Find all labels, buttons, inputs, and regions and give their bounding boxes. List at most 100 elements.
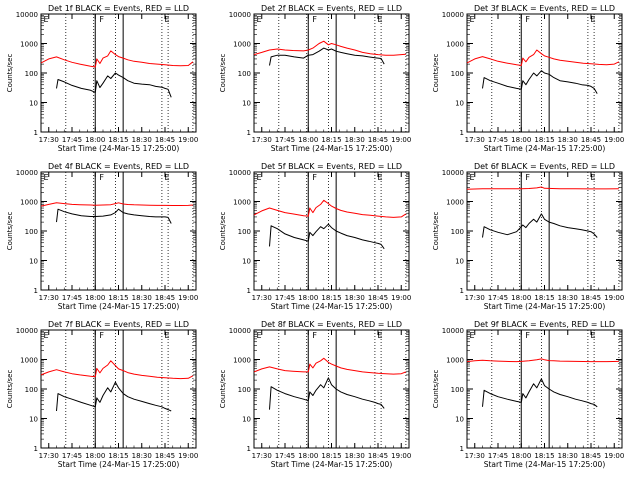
x-tick-label: 17:45 [62,136,82,144]
panel-title: Det 4f BLACK = Events, RED = LLD [48,162,189,171]
y-axis-label: Counts/sec [6,370,14,409]
x-tick-label: 17:30 [252,136,272,144]
y-tick-label: 1000 [20,41,38,49]
x-tick-label: 18:15 [108,136,128,144]
x-tick-label: 18:00 [85,294,105,302]
y-tick-label: 10 [242,258,251,266]
marker-label: F [99,173,104,182]
series-line-events [482,70,598,94]
x-tick-label: 17:45 [62,452,82,460]
y-tick-label: 100 [25,386,38,394]
x-tick-label: 18:15 [321,294,341,302]
x-tick-label: 18:15 [321,136,341,144]
x-tick-label: 17:45 [275,136,295,144]
series-line-events [482,213,598,238]
y-tick-label: 1 [34,287,38,295]
x-tick-label: 17:30 [39,294,59,302]
series-line-events [269,223,385,250]
plot-frame [253,171,410,291]
y-tick-label: 1 [247,445,251,453]
x-axis-label: Start Time (24-Mar-15 17:25:00) [484,460,606,469]
y-tick-label: 10000 [442,169,464,177]
y-tick-label: 10000 [229,327,251,335]
x-tick-label: 18:45 [155,136,175,144]
y-tick-label: 10 [455,416,464,424]
y-tick-label: 100 [25,70,38,78]
series-line-events [56,381,172,412]
x-axis-label: Start Time (24-Mar-15 17:25:00) [484,302,606,311]
x-tick-label: 18:00 [511,452,531,460]
y-tick-label: 1000 [233,357,251,365]
series-line-events [482,378,598,408]
x-tick-label: 18:00 [511,294,531,302]
y-tick-label: 10000 [16,11,38,19]
x-tick-label: 19:00 [391,452,411,460]
y-tick-label: 10 [29,258,38,266]
y-tick-label: 1 [247,287,251,295]
x-tick-label: 19:00 [178,452,198,460]
marker-label: E [164,331,169,340]
y-tick-label: 10 [29,100,38,108]
marker-label: F [525,331,530,340]
y-tick-label: 10 [455,100,464,108]
x-tick-label: 18:45 [368,136,388,144]
y-axis-label: Counts/sec [219,370,227,409]
y-tick-label: 10 [242,100,251,108]
x-axis-label: Start Time (24-Mar-15 17:25:00) [271,144,393,153]
marker-label: E [44,15,49,24]
y-tick-label: 100 [238,386,251,394]
y-tick-label: 10000 [442,327,464,335]
marker-label: E [164,15,169,24]
marker-label: F [312,331,317,340]
marker-label: E [377,331,382,340]
x-tick-label: 18:00 [298,294,318,302]
x-tick-label: 18:30 [132,452,152,460]
y-axis-label: Counts/sec [432,54,440,93]
y-axis-label: Counts/sec [219,212,227,251]
y-tick-label: 1000 [446,41,464,49]
detector-panel-7: Det 7f BLACK = Events, RED = LLD E F E 1 10 10… [6,320,198,469]
x-tick-label: 18:45 [581,452,601,460]
panel-title: Det 1f BLACK = Events, RED = LLD [48,4,189,13]
marker-label: F [99,15,104,24]
plot-frame [253,13,410,133]
x-tick-label: 18:30 [345,136,365,144]
x-tick-label: 17:30 [252,452,272,460]
series-line-lld [40,202,193,207]
panel-title: Det 6f BLACK = Events, RED = LLD [474,162,615,171]
x-tick-label: 18:15 [108,452,128,460]
x-tick-label: 18:45 [155,294,175,302]
y-tick-label: 1 [247,129,251,137]
y-tick-label: 1 [460,445,464,453]
y-tick-label: 100 [451,70,464,78]
marker-label: F [99,331,104,340]
series-line-events [269,47,385,66]
marker-label: E [590,331,595,340]
series-line-lld [466,186,619,190]
panel-title: Det 8f BLACK = Events, RED = LLD [261,320,402,329]
x-tick-label: 19:00 [178,294,198,302]
x-axis-label: Start Time (24-Mar-15 17:25:00) [58,460,180,469]
y-tick-label: 10 [242,416,251,424]
x-tick-label: 18:30 [132,294,152,302]
x-tick-label: 18:30 [558,294,578,302]
x-tick-label: 18:30 [132,136,152,144]
detector-panel-6: Det 6f BLACK = Events, RED = LLD E F E 1 10 10… [432,162,624,311]
x-tick-label: 18:45 [581,136,601,144]
x-tick-label: 18:00 [85,136,105,144]
x-tick-label: 17:30 [39,452,59,460]
x-axis-label: Start Time (24-Mar-15 17:25:00) [271,302,393,311]
y-axis-label: Counts/sec [6,212,14,251]
x-tick-label: 17:45 [275,452,295,460]
plot-frame [466,329,623,449]
y-tick-label: 1000 [233,41,251,49]
x-tick-label: 19:00 [604,452,624,460]
y-tick-label: 100 [25,228,38,236]
y-tick-label: 100 [451,228,464,236]
marker-label: E [164,173,169,182]
series-line-events [269,377,385,410]
x-tick-label: 18:30 [558,136,578,144]
x-tick-label: 18:30 [345,452,365,460]
marker-label: F [312,15,317,24]
x-tick-label: 17:30 [465,294,485,302]
